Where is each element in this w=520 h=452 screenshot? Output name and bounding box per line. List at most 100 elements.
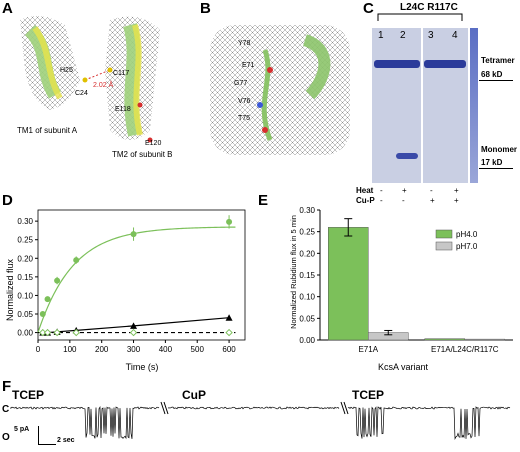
cup-2: - bbox=[402, 196, 405, 205]
lane-3: 3 bbox=[428, 30, 434, 41]
e-category-label: E71A bbox=[358, 345, 378, 354]
d-ytick-label: 0.30 bbox=[17, 217, 33, 226]
d-xtick-label: 400 bbox=[159, 345, 173, 354]
tetramer-label: Tetramer bbox=[481, 56, 515, 65]
e-ytick-label: 0.15 bbox=[299, 271, 315, 280]
d-xtick-label: 0 bbox=[36, 345, 41, 354]
d-ylabel: Normalized flux bbox=[5, 258, 15, 321]
lane-1: 1 bbox=[378, 30, 384, 41]
f-label-tcep-1: TCEP bbox=[12, 388, 45, 402]
d-point-triangle bbox=[130, 322, 138, 329]
e-legend-swatch bbox=[435, 241, 453, 251]
label-g77: G77 bbox=[234, 80, 248, 87]
panel-letter-f: F bbox=[2, 378, 12, 395]
tetramer-mw: 68 kD bbox=[481, 70, 503, 79]
d-fit-curve bbox=[37, 226, 236, 333]
e-legend-label: pH4.0 bbox=[456, 230, 478, 239]
d-xtick-label: 200 bbox=[95, 345, 109, 354]
heat-4: + bbox=[454, 186, 459, 195]
d-plot-frame bbox=[37, 209, 246, 341]
d-point-diamond bbox=[72, 328, 80, 337]
tetramer-arrow bbox=[479, 80, 513, 81]
d-xtick-label: 300 bbox=[127, 345, 141, 354]
e-bar bbox=[464, 338, 505, 341]
heat-3: - bbox=[430, 186, 433, 195]
scale-label-current: 5 pA bbox=[14, 426, 30, 433]
d-ytick-label: 0.05 bbox=[17, 310, 33, 319]
f-label-tcep-2: TCEP bbox=[352, 388, 385, 402]
e-bar bbox=[424, 338, 465, 341]
d-point-diamond bbox=[39, 328, 47, 337]
d-point-circle bbox=[44, 296, 51, 303]
label-distance: 2.02 Å bbox=[93, 82, 114, 89]
e-category-label: E71A/L24C/R117C bbox=[431, 345, 499, 354]
label-e118: E118 bbox=[115, 106, 131, 113]
state-closed: C bbox=[2, 404, 10, 415]
e-legend-swatch bbox=[435, 229, 453, 239]
d-xtick-label: 500 bbox=[191, 345, 205, 354]
f-label-cup: CuP bbox=[182, 388, 206, 402]
heat-1: - bbox=[380, 186, 383, 195]
d-point-circle bbox=[226, 218, 233, 225]
d-xtick-label: 100 bbox=[63, 345, 77, 354]
lane-2: 2 bbox=[400, 30, 406, 41]
monomer-label: Monomer bbox=[481, 145, 517, 154]
panel-letter-d: D bbox=[2, 192, 13, 209]
scale-bar-vertical bbox=[38, 426, 39, 444]
label-e71: E71 bbox=[242, 62, 255, 69]
cup-1: - bbox=[380, 196, 383, 205]
cup-4: + bbox=[454, 196, 459, 205]
monomer-band bbox=[396, 153, 418, 159]
e-xlabel: KcsA variant bbox=[378, 362, 429, 372]
d-point-diamond bbox=[129, 328, 138, 337]
e-ytick-label: 0.20 bbox=[299, 249, 315, 258]
e-ytick-label: 0.05 bbox=[299, 314, 315, 323]
e-legend-label: pH7.0 bbox=[456, 242, 478, 251]
e-ytick-label: 0.00 bbox=[299, 336, 315, 345]
heat-2: + bbox=[402, 186, 407, 195]
gel-divider bbox=[421, 28, 423, 183]
rubidium-chart: Normalized Rubidium flux in 5 min KcsA v… bbox=[289, 206, 513, 372]
d-black-line bbox=[42, 317, 230, 334]
f-break-mark bbox=[160, 401, 166, 415]
d-point-triangle bbox=[225, 314, 233, 321]
e-ytick-label: 0.25 bbox=[299, 228, 315, 237]
gel-title: L24C R117C bbox=[400, 2, 458, 13]
heat-label: Heat bbox=[356, 186, 374, 195]
caption-tm2: TM2 of subunit B bbox=[112, 150, 173, 159]
d-ytick-label: 0.20 bbox=[17, 254, 33, 263]
f-break-mark bbox=[343, 401, 349, 415]
gel-bracket bbox=[377, 13, 463, 21]
d-xlabel: Time (s) bbox=[126, 362, 159, 372]
d-point-circle bbox=[73, 257, 80, 264]
e-ytick-label: 0.10 bbox=[299, 293, 315, 302]
panel-letter-a: A bbox=[2, 0, 13, 17]
monomer-mw: 17 kD bbox=[481, 158, 503, 167]
label-h25: H25 bbox=[60, 67, 73, 74]
label-c117: C117 bbox=[113, 70, 130, 77]
cup-3: + bbox=[430, 196, 435, 205]
d-point-circle bbox=[54, 277, 61, 284]
label-y78: Y78 bbox=[238, 40, 251, 47]
label-c24: C24 bbox=[75, 90, 88, 97]
d-point-circle bbox=[39, 311, 46, 317]
d-point-diamond bbox=[53, 328, 61, 337]
state-open: O bbox=[2, 432, 10, 443]
d-ytick-label: 0.10 bbox=[17, 291, 33, 300]
label-t75: T75 bbox=[238, 115, 251, 122]
d-point-circle bbox=[130, 231, 137, 238]
tetramer-band-left bbox=[374, 60, 420, 68]
e-ylabel: Normalized Rubidium flux in 5 min bbox=[289, 215, 298, 329]
d-xtick-label: 600 bbox=[222, 345, 236, 354]
tetramer-band-right bbox=[424, 60, 466, 68]
panel-a-structure bbox=[20, 16, 160, 143]
d-ytick-label: 0.25 bbox=[17, 236, 33, 245]
panel-letter-c: C bbox=[363, 0, 374, 17]
d-point-diamond bbox=[43, 328, 52, 337]
monomer-arrow bbox=[479, 168, 513, 169]
d-ytick-label: 0.00 bbox=[17, 329, 33, 338]
e-ytick-label: 0.30 bbox=[299, 206, 315, 215]
f-break-mark bbox=[163, 401, 169, 415]
panel-letter-b: B bbox=[200, 0, 211, 17]
panel-b-structure bbox=[210, 25, 350, 155]
